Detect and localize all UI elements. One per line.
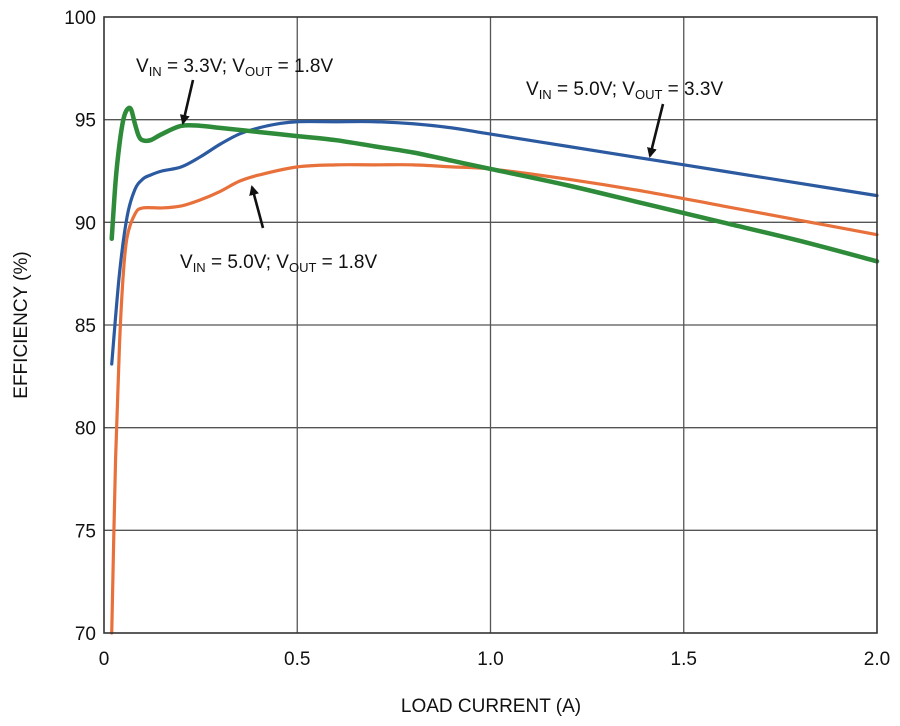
series-group [109,105,880,635]
series-annotation-label: VIN = 5.0V; VOUT = 3.3V [526,79,723,102]
y-tick-label: 100 [64,8,96,29]
series-line-3 [110,163,879,635]
y-tick-label: 80 [75,419,96,440]
x-tick-label: 2.0 [864,649,890,670]
y-tick-label: 85 [75,316,96,337]
x-tick-label: 0 [99,649,110,670]
grid [104,17,877,633]
tick-labels: 0 0.5 1.0 1.5 2.0 70 75 80 85 90 95 100 [64,8,890,670]
annotation-arrow [249,185,265,229]
plot-frame [103,16,878,634]
y-tick-label: 70 [75,624,96,645]
x-tick-label: 1.0 [477,649,503,670]
series-annotation-label: VIN = 3.3V; VOUT = 1.8V [136,56,333,79]
x-tick-label: 0.5 [284,649,310,670]
series-line-1 [109,105,880,264]
annotation-arrow [179,79,195,125]
y-tick-label: 90 [75,213,96,234]
y-axis-title: EFFICIENCY (%) [11,251,32,398]
series-line-2 [110,119,879,366]
series-annotation-label: VIN = 5.0V; VOUT = 1.8V [180,252,377,275]
x-tick-label: 1.5 [671,649,697,670]
annotation-arrow [647,103,665,158]
x-axis-title: LOAD CURRENT (A) [401,696,581,717]
plot-border [103,16,878,634]
y-tick-label: 95 [75,111,96,132]
y-tick-label: 75 [75,521,96,542]
annotations: VIN = 3.3V; VOUT = 1.8V VIN = 5.0V; VOUT … [136,56,723,275]
